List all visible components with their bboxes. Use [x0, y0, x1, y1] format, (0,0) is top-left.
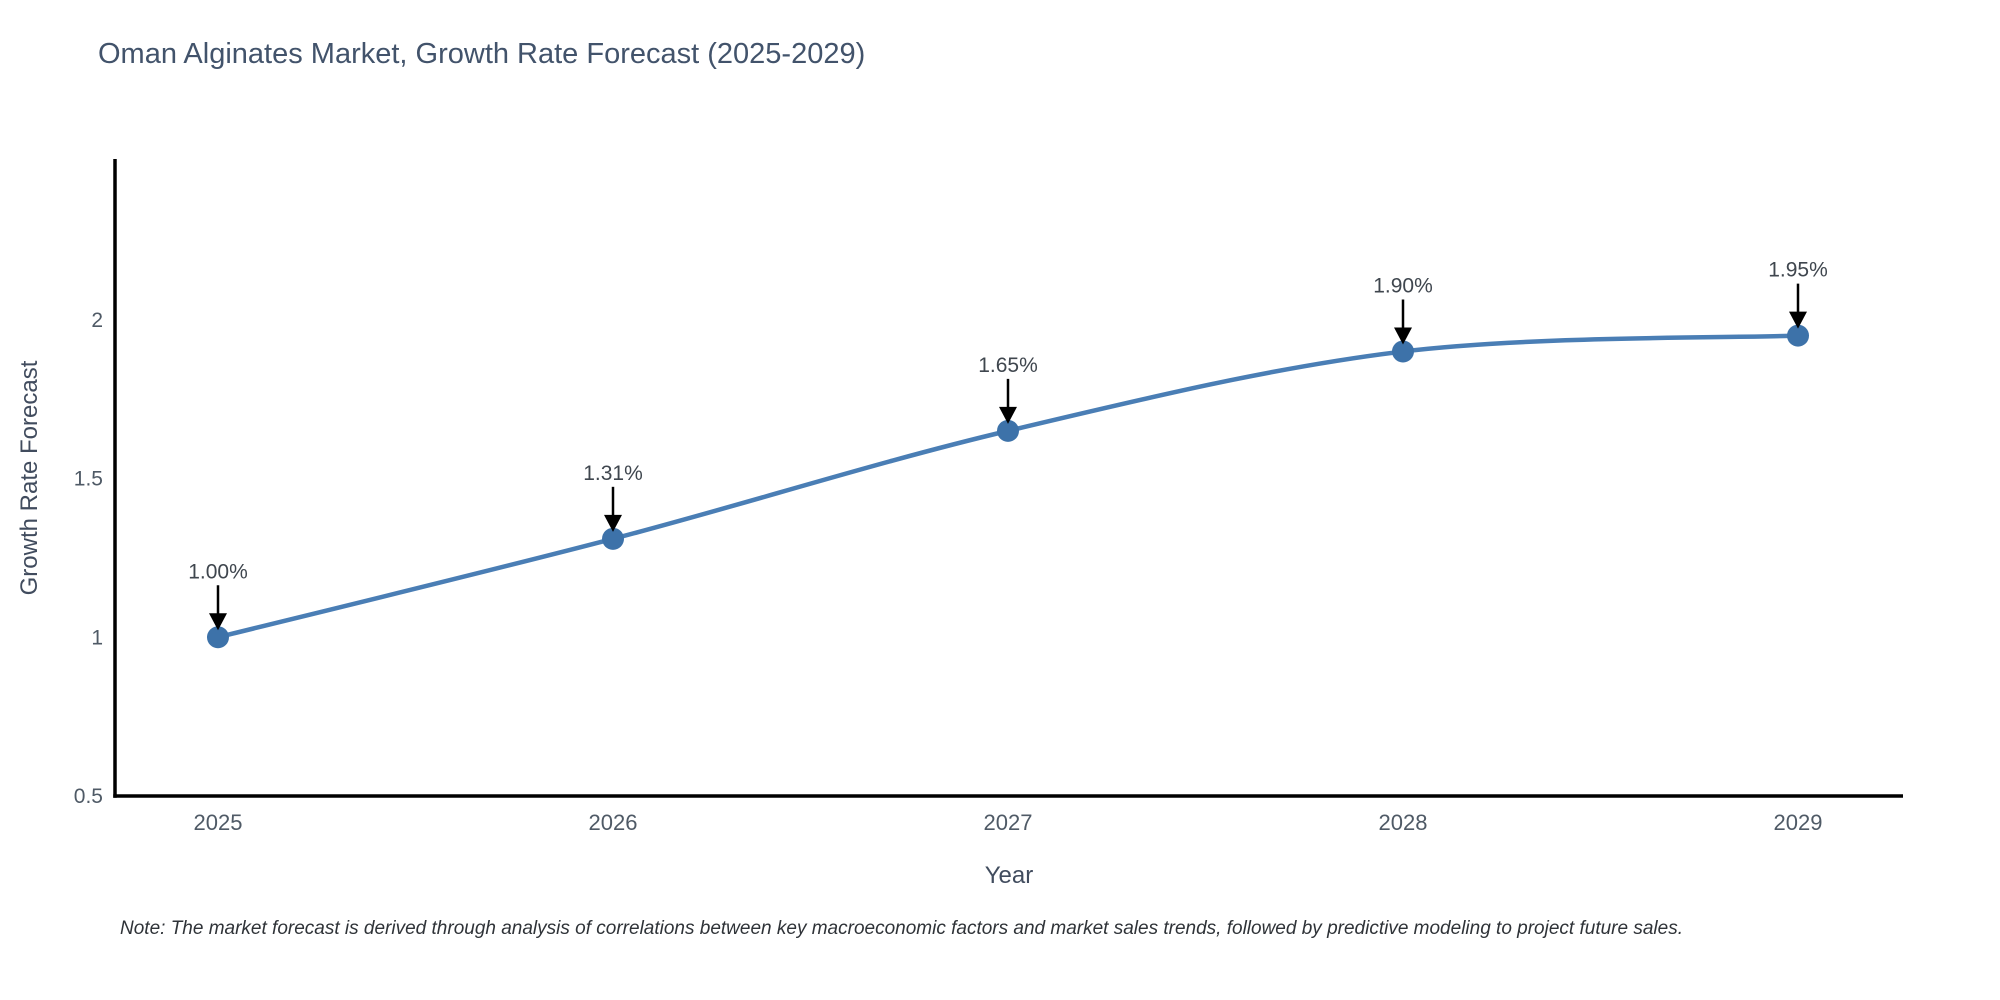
data-point-marker[interactable]: [997, 419, 1019, 442]
data-point-label: 1.90%: [1373, 275, 1433, 298]
annotation-arrowhead-icon: [604, 514, 622, 532]
chart-title: Oman Alginates Market, Growth Rate Forec…: [98, 38, 866, 70]
annotation-arrowhead-icon: [209, 613, 227, 631]
y-tick-label: 2: [91, 309, 103, 332]
x-tick-label: 2025: [194, 810, 243, 835]
x-tick-label: 2029: [1774, 810, 1823, 835]
data-point-label: 1.31%: [583, 462, 643, 485]
data-point-label: 1.95%: [1768, 259, 1828, 282]
x-axis-title: Year: [984, 862, 1034, 889]
y-axis-title: Growth Rate Forecast: [16, 360, 43, 596]
x-tick-label: 2026: [589, 810, 638, 835]
data-point-marker[interactable]: [1787, 324, 1809, 347]
annotation-arrowhead-icon: [999, 406, 1017, 424]
y-tick-label: 0.5: [74, 785, 103, 808]
footnote: Note: The market forecast is derived thr…: [120, 918, 1683, 939]
data-point-marker[interactable]: [207, 626, 229, 649]
annotation-arrowhead-icon: [1394, 327, 1412, 345]
data-point-label: 1.00%: [188, 560, 248, 583]
y-tick-label: 1.5: [74, 468, 103, 491]
data-point-marker[interactable]: [1392, 340, 1414, 363]
data-point-label: 1.65%: [978, 354, 1038, 377]
y-tick-label: 1: [91, 626, 103, 649]
data-point-marker[interactable]: [602, 527, 624, 550]
annotation-arrowhead-icon: [1789, 311, 1807, 329]
x-tick-label: 2028: [1379, 810, 1428, 835]
x-tick-label: 2027: [984, 810, 1033, 835]
